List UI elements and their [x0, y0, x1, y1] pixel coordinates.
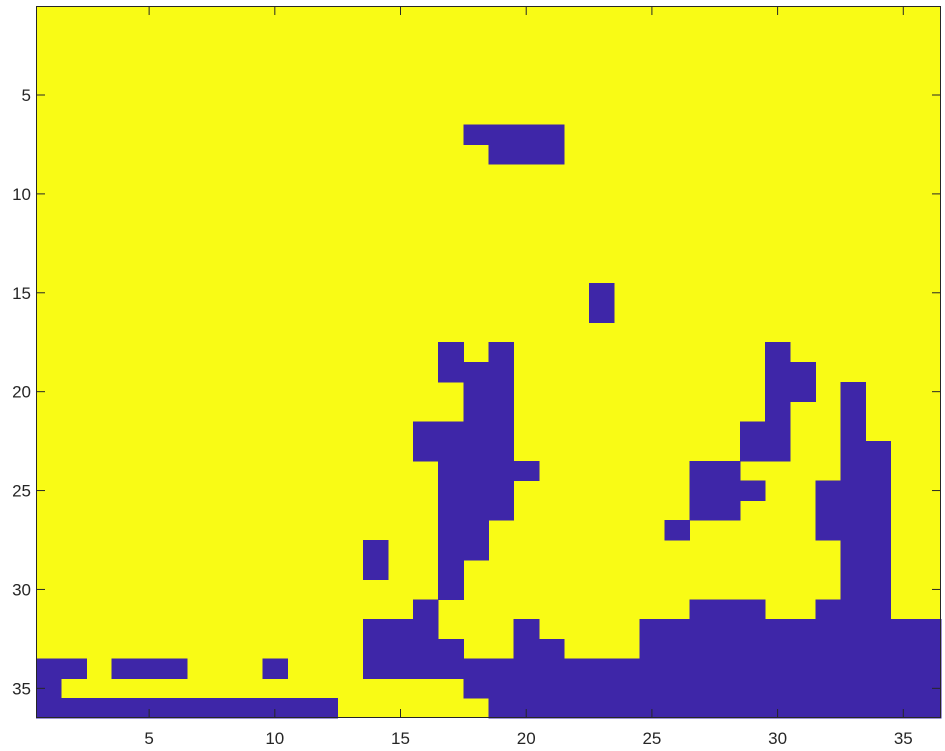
axes-box: [36, 6, 941, 718]
heatmap-cell-run: [262, 658, 288, 679]
heatmap-cell-run: [438, 559, 464, 581]
y-tick-label: 20: [12, 383, 31, 402]
heatmap-cell-run: [413, 421, 515, 442]
heatmap-cell-run: [765, 401, 791, 422]
heatmap-cell-run: [689, 599, 766, 620]
heatmap-cell-run: [463, 678, 942, 699]
y-tick-label: 5: [22, 86, 31, 105]
heatmap-cell-run: [689, 480, 766, 501]
heatmap-cell-run: [765, 362, 816, 383]
heatmap-cell-run: [765, 342, 791, 363]
heatmap-cell-run: [664, 520, 691, 541]
y-tick-label: 30: [12, 580, 31, 599]
heatmap-cell-run: [362, 638, 464, 660]
heatmap-cell-run: [840, 401, 867, 422]
heatmap-cell-run: [438, 579, 464, 600]
heatmap-cell-run: [36, 678, 62, 699]
heatmap-cell-run: [438, 362, 515, 383]
heatmap-cell-run: [36, 698, 339, 719]
heatmap-cell-run: [463, 381, 515, 403]
x-tick-label: 35: [894, 729, 913, 748]
heatmap-cell-run: [815, 599, 892, 620]
heatmap-cell-run: [438, 500, 515, 521]
heatmap-cell-run: [513, 638, 565, 660]
heatmap-cell-run: [438, 342, 464, 363]
heatmap-cell-run: [36, 658, 87, 679]
heatmap-cell-run: [639, 638, 942, 660]
heatmap-cell-run: [739, 421, 791, 442]
heatmap-cell-run: [362, 619, 439, 640]
heatmap-cells: [36, 124, 942, 719]
heatmap-cell-run: [513, 619, 540, 640]
heatmap-cell-run: [589, 282, 615, 304]
heatmap-cell-run: [362, 540, 389, 561]
heatmap-cell-run: [488, 144, 565, 165]
heatmap-cell-run: [438, 480, 515, 501]
heatmap-cell-run: [840, 421, 867, 442]
heatmap-cell-run: [840, 381, 867, 403]
axis-ticks: 5 10 15 20 25 30 35 5 10 15 20 25 30 35: [12, 6, 941, 748]
heatmap-cell-run: [111, 658, 188, 679]
heatmap-cell-run: [815, 480, 892, 501]
heatmap-cell-run: [840, 441, 892, 462]
heatmap-cell-run: [413, 441, 515, 462]
heatmap-cell-run: [689, 500, 741, 521]
x-tick-label: 15: [391, 729, 410, 748]
heatmap-cell-run: [840, 540, 892, 561]
heatmap-cell-run: [589, 302, 615, 323]
heatmap-cell-run: [840, 460, 892, 482]
heatmap-cell-run: [438, 460, 540, 482]
heatmap-cell-run: [463, 124, 565, 145]
heatmap-cell-run: [362, 658, 942, 679]
x-tick-label: 25: [642, 729, 661, 748]
heatmap-cell-run: [739, 441, 791, 462]
y-tick-label: 10: [12, 185, 31, 204]
heatmap-cell-run: [840, 579, 892, 600]
y-tick-label: 25: [12, 482, 31, 501]
heatmap-cell-run: [438, 520, 489, 541]
heatmap-cell-run: [815, 520, 892, 541]
heatmap-cell-run: [438, 540, 489, 561]
x-tick-label: 30: [768, 729, 787, 748]
x-tick-label: 5: [144, 729, 153, 748]
x-tick-label: 10: [265, 729, 284, 748]
heatmap-cell-run: [815, 500, 892, 521]
y-tick-label: 35: [12, 679, 31, 698]
heatmap-cell-run: [840, 559, 892, 581]
heatmap-cell-run: [488, 342, 515, 363]
heatmap-cell-run: [362, 559, 389, 581]
heatmap-cell-run: [463, 401, 515, 422]
heatmap-cell-run: [765, 381, 816, 403]
heatmap-cell-run: [639, 619, 942, 640]
heatmap-cell-run: [488, 698, 942, 719]
heatmap-cell-run: [689, 460, 741, 482]
y-tick-label: 15: [12, 284, 31, 303]
heatmap-cell-run: [413, 599, 439, 620]
x-tick-label: 20: [517, 729, 536, 748]
